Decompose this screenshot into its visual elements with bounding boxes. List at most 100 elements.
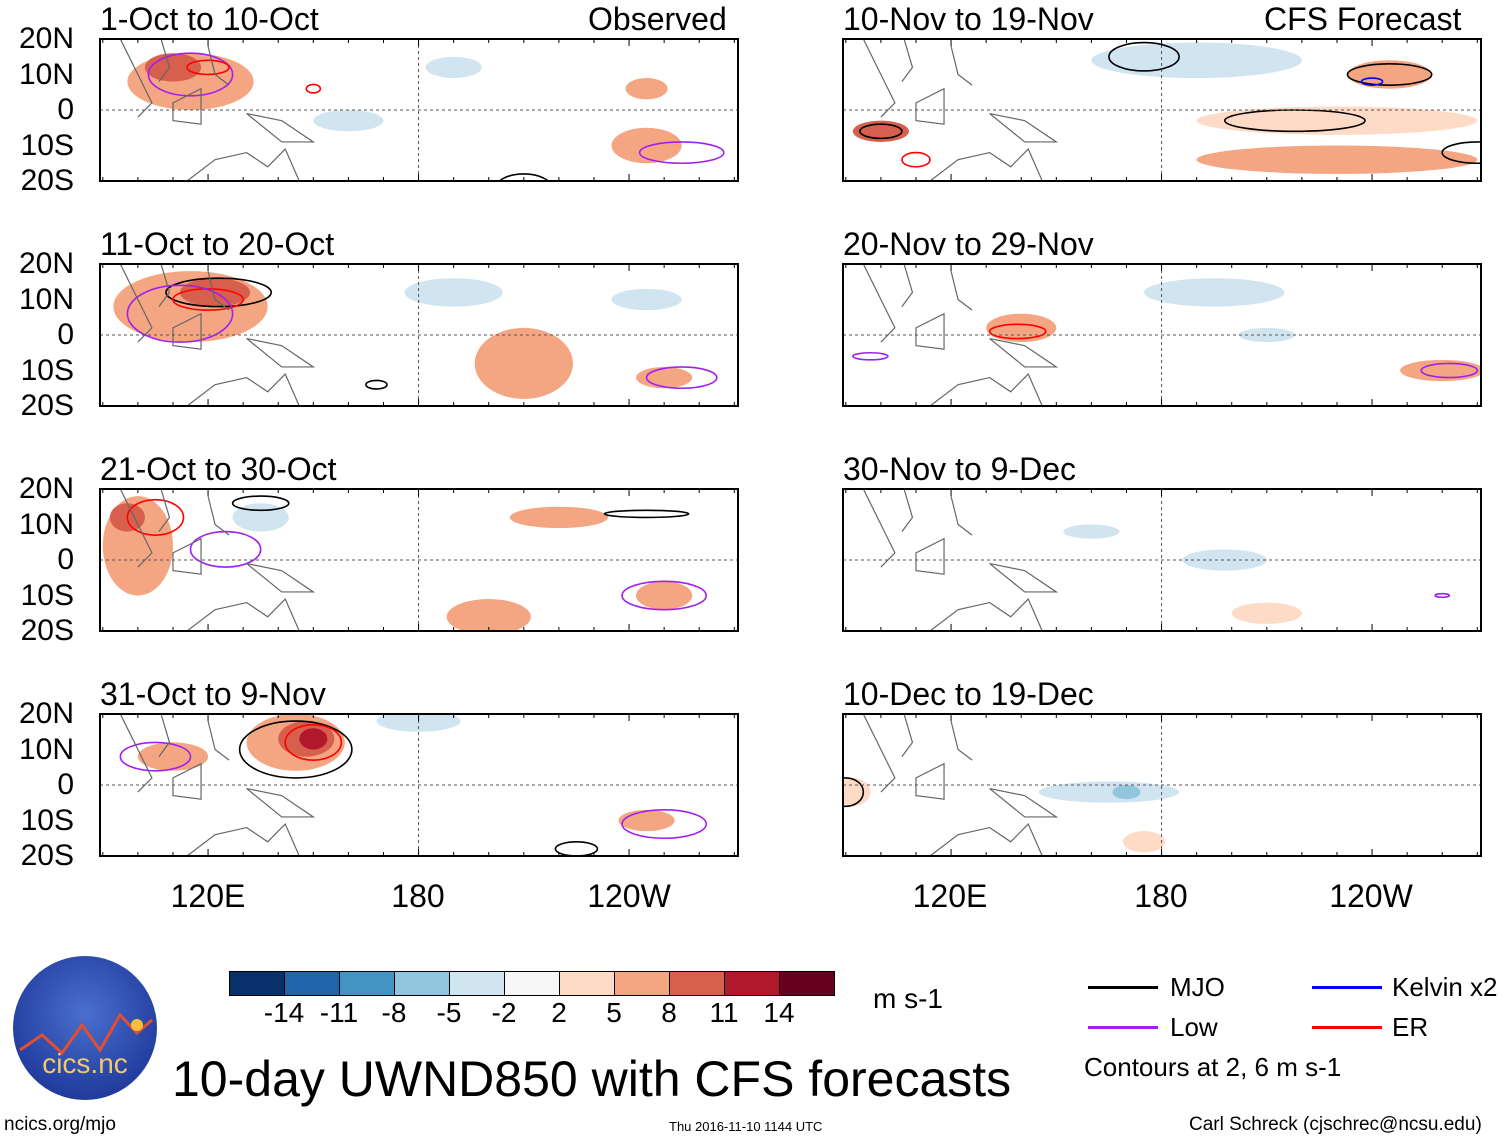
wind-anomaly-shading xyxy=(1091,42,1302,79)
lat-tick-20n: 20N xyxy=(18,472,74,505)
lat-tick-10n: 10N xyxy=(18,507,74,541)
wind-anomaly-shading xyxy=(1196,106,1478,135)
lat-tick-10n: 10N xyxy=(18,57,74,91)
panel-title: 31-Oct to 9-Nov xyxy=(100,676,326,712)
colorbar-label: -8 xyxy=(381,997,407,1028)
legend-swatch-er xyxy=(1312,1026,1382,1029)
wind-anomaly-shading xyxy=(1122,831,1166,853)
wind-anomaly-shading xyxy=(474,327,573,399)
wind-anomaly-shading xyxy=(299,728,328,750)
wind-anomaly-shading xyxy=(144,53,202,82)
lat-tick-20s: 20S xyxy=(20,164,74,197)
coastline xyxy=(119,39,316,181)
colorbar-label: 11 xyxy=(709,997,739,1028)
colorbar-swatch xyxy=(779,971,835,996)
colorbar-label: -11 xyxy=(319,997,359,1028)
wind-anomaly-shading xyxy=(232,503,289,532)
lat-tick-20s: 20S xyxy=(20,389,74,422)
coastline xyxy=(119,264,316,406)
wind-anomaly-shading xyxy=(1231,602,1302,624)
legend-label-er: ER xyxy=(1392,1012,1429,1042)
filter-contour xyxy=(126,284,234,343)
filter-contour xyxy=(1346,63,1433,86)
colorbar-label: 2 xyxy=(551,997,567,1028)
colorbar-swatch xyxy=(449,971,505,996)
wind-anomaly-shading xyxy=(1063,524,1120,539)
filter-contour xyxy=(238,720,353,779)
wind-anomaly-shading xyxy=(1400,359,1481,382)
filter-contour xyxy=(852,351,889,361)
colorbar-swatch xyxy=(394,971,450,996)
lon-tick-120e-left: 120E xyxy=(170,878,246,914)
filter-contour xyxy=(621,580,708,611)
wind-anomaly-shading xyxy=(636,581,693,610)
map-panel xyxy=(99,263,739,407)
panel-title: 11-Oct to 20-Oct xyxy=(100,226,335,262)
filter-contour xyxy=(603,509,690,519)
cics-logo: cics.nc xyxy=(12,955,158,1101)
map-panel xyxy=(842,713,1482,857)
filter-contour xyxy=(165,277,273,308)
wind-anomaly-shading xyxy=(611,127,682,164)
coastline xyxy=(862,714,1059,856)
filter-contour xyxy=(305,83,322,94)
footer-author: Carl Schreck (cjschrec@ncsu.edu) xyxy=(1189,1114,1482,1135)
units-label: m s-1 xyxy=(873,983,943,1014)
filter-contour xyxy=(1360,77,1384,86)
lat-tick-10s: 10S xyxy=(20,128,74,162)
lon-tick-120w-right: 120W xyxy=(1329,878,1413,914)
filter-contour xyxy=(645,366,718,390)
filter-contour xyxy=(1434,592,1451,599)
legend-swatch-mjo xyxy=(1088,986,1158,989)
wind-anomaly-shading xyxy=(404,278,503,307)
wind-anomaly-shading xyxy=(1112,785,1141,800)
coastline xyxy=(862,489,1059,631)
map-panel xyxy=(842,38,1482,182)
legend-swatch-low xyxy=(1088,1026,1158,1029)
legend-label-kelvin: Kelvin x2 xyxy=(1392,972,1498,1002)
legend-label-low: Low xyxy=(1170,1012,1218,1042)
filter-contour xyxy=(843,777,865,808)
legend-swatch-kelvin xyxy=(1312,986,1382,989)
forecast-label: CFS Forecast xyxy=(1264,1,1462,37)
wind-anomaly-shading xyxy=(1038,781,1180,803)
lat-tick-10s: 10S xyxy=(20,578,74,612)
footer-timestamp: Thu 2016-11-10 1144 UTC xyxy=(669,1119,823,1134)
coastline xyxy=(862,39,1059,181)
panel-title: 21-Oct to 30-Oct xyxy=(100,451,337,487)
lat-tick-0: 0 xyxy=(57,543,74,576)
colorbar xyxy=(229,971,835,1002)
wind-anomaly-shading xyxy=(1238,327,1295,343)
observed-label: Observed xyxy=(588,1,727,37)
wind-anomaly-shading xyxy=(986,313,1057,343)
colorbar-swatch xyxy=(339,971,395,996)
panel-title: 10-Nov to 19-Nov xyxy=(843,1,1094,37)
filter-contour xyxy=(498,173,550,181)
lon-tick-120e-right: 120E xyxy=(912,878,988,914)
wind-anomaly-shading xyxy=(313,110,384,132)
filter-contour xyxy=(284,723,343,761)
footer-url: ncics.org/mjo xyxy=(4,1114,116,1135)
wind-anomaly-shading xyxy=(636,366,693,389)
lon-tick-180-left: 180 xyxy=(391,878,445,914)
wind-anomaly-shading xyxy=(425,56,482,79)
filter-contour xyxy=(147,52,234,97)
map-panel xyxy=(99,713,739,857)
wind-anomaly-shading xyxy=(1347,60,1432,89)
colorbar-label: 14 xyxy=(763,997,795,1028)
filter-contour xyxy=(859,123,903,140)
colorbar-swatch xyxy=(559,971,615,996)
filter-contour xyxy=(365,379,388,390)
figure-title: 10-day UWND850 with CFS forecasts xyxy=(172,1051,1012,1107)
filter-contour xyxy=(621,809,708,840)
wind-anomaly-shading xyxy=(113,271,268,343)
logo-text: cics.nc xyxy=(42,1048,128,1079)
lat-tick-0: 0 xyxy=(57,768,74,801)
colorbar-swatch xyxy=(724,971,780,996)
coastline xyxy=(119,714,316,856)
coastline xyxy=(119,489,316,631)
lat-tick-0: 0 xyxy=(57,318,74,351)
wind-anomaly-shading xyxy=(618,809,675,832)
map-panel xyxy=(99,488,739,632)
wind-anomaly-shading xyxy=(1182,549,1267,571)
